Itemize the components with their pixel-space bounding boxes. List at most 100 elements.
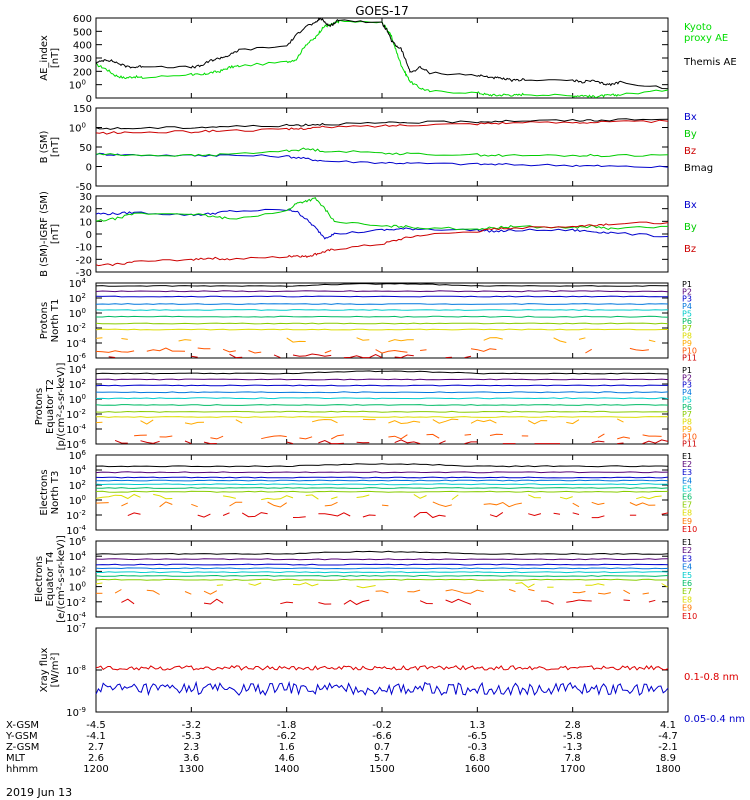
y-tick-label: 10-9 xyxy=(66,706,86,719)
channel-line xyxy=(394,439,421,445)
channel-line xyxy=(203,598,224,605)
channel-line xyxy=(528,588,535,592)
y-axis-label: Protons xyxy=(39,302,50,339)
y-axis-label: [W/m²] xyxy=(50,652,61,687)
channel-line xyxy=(203,590,218,595)
channel-line xyxy=(388,339,414,343)
channel-label: 0.05-0.4 nm xyxy=(684,714,745,725)
y-tick-label: 106 xyxy=(69,535,87,548)
channel-label: E5 xyxy=(682,571,692,580)
channel-label: E7 xyxy=(682,587,692,596)
y-tick-label: 200 xyxy=(73,67,92,78)
y-axis-label: B (SM) xyxy=(39,130,50,163)
channel-line xyxy=(489,433,503,436)
channel-line xyxy=(508,588,516,593)
channel-line xyxy=(426,433,440,439)
channel-line xyxy=(661,512,669,515)
channel-line xyxy=(642,592,649,595)
x-tick-label: 1300 xyxy=(179,764,204,775)
channel-line xyxy=(451,494,459,501)
channel-label: 0.1-0.8 nm xyxy=(684,672,739,683)
x-tick-label: -6.6 xyxy=(372,731,392,742)
y-tick-label: 10 xyxy=(79,217,92,228)
x-tick-label: 4.6 xyxy=(279,753,295,764)
channel-line xyxy=(648,599,656,603)
y-axis-label: North T3 xyxy=(50,471,61,515)
channel-line xyxy=(95,397,669,400)
channel-label: P3 xyxy=(682,381,692,390)
channel-line xyxy=(267,501,287,508)
y-tick-label: -50 xyxy=(76,182,92,193)
channel-line xyxy=(623,599,630,601)
channel-line xyxy=(528,513,542,517)
channel-line xyxy=(159,501,173,508)
channel-line xyxy=(95,550,669,555)
channel-line xyxy=(578,337,586,340)
x-tick-label: 1500 xyxy=(369,764,394,775)
channel-line xyxy=(464,441,478,445)
channel-label: P1 xyxy=(682,280,692,289)
channel-line xyxy=(95,350,135,353)
channel-label: E2 xyxy=(682,460,692,469)
channel-label: P9 xyxy=(682,339,692,348)
x-row-label: Y-GSM xyxy=(5,731,38,742)
channel-line xyxy=(356,494,370,498)
x-tick-label: 2.3 xyxy=(183,742,199,753)
series-label: Bx xyxy=(684,112,697,123)
panel-frame xyxy=(95,368,669,445)
channel-line xyxy=(381,504,389,507)
channel-label: E6 xyxy=(682,579,692,588)
x-tick-label: -5.3 xyxy=(182,731,202,742)
channel-line xyxy=(318,439,344,445)
y-tick-label: 100 xyxy=(69,494,86,507)
y-tick-label: 400 xyxy=(73,41,92,52)
channel-line xyxy=(464,434,472,436)
channel-line xyxy=(95,558,669,561)
series-line xyxy=(95,19,669,99)
y-axis-label: Electrons xyxy=(34,556,45,602)
channel-line xyxy=(127,512,141,517)
channel-line xyxy=(95,404,669,406)
channel-line xyxy=(318,602,332,605)
channel-line xyxy=(146,347,186,352)
channel-line xyxy=(235,419,243,424)
channel-line xyxy=(636,495,662,500)
y-tick-label: 100 xyxy=(69,122,86,135)
channel-line xyxy=(229,353,243,359)
x-tick-label: 7.8 xyxy=(565,753,581,764)
channel-line xyxy=(292,582,319,587)
channel-label: E6 xyxy=(682,493,692,502)
channel-label: P5 xyxy=(682,395,692,404)
channel-label: P10 xyxy=(682,346,697,355)
channel-line xyxy=(597,433,605,439)
x-tick-label: 4.1 xyxy=(660,720,676,731)
channel-line xyxy=(356,337,370,341)
channel-line xyxy=(572,502,580,508)
x-tick-label: 2.6 xyxy=(88,753,104,764)
channel-label: P9 xyxy=(682,425,692,434)
channel-line xyxy=(648,339,656,343)
channel-line xyxy=(159,435,173,438)
series-label: Themis AE xyxy=(683,57,737,68)
y-tick-label: 10-2 xyxy=(66,596,86,609)
channel-line xyxy=(280,601,294,605)
channel-line xyxy=(95,370,669,375)
channel-line xyxy=(95,483,668,486)
channel-line xyxy=(515,582,535,588)
channel-line xyxy=(95,463,669,468)
channel-label: E4 xyxy=(682,563,692,572)
channel-line xyxy=(356,585,376,589)
channel-line xyxy=(553,512,561,515)
channel-line xyxy=(292,516,306,518)
channel-line xyxy=(222,348,236,353)
x-tick-label: 1.6 xyxy=(279,742,295,753)
channel-label: P11 xyxy=(682,440,697,449)
channel-label: E9 xyxy=(682,517,692,526)
channel-line xyxy=(248,582,262,586)
channel-line xyxy=(585,348,592,354)
y-tick-label: 102 xyxy=(69,292,86,305)
channel-line xyxy=(591,515,605,519)
channel-line xyxy=(184,421,205,425)
channel-label: P3 xyxy=(682,295,692,304)
y-tick-label: 10-4 xyxy=(66,423,86,436)
